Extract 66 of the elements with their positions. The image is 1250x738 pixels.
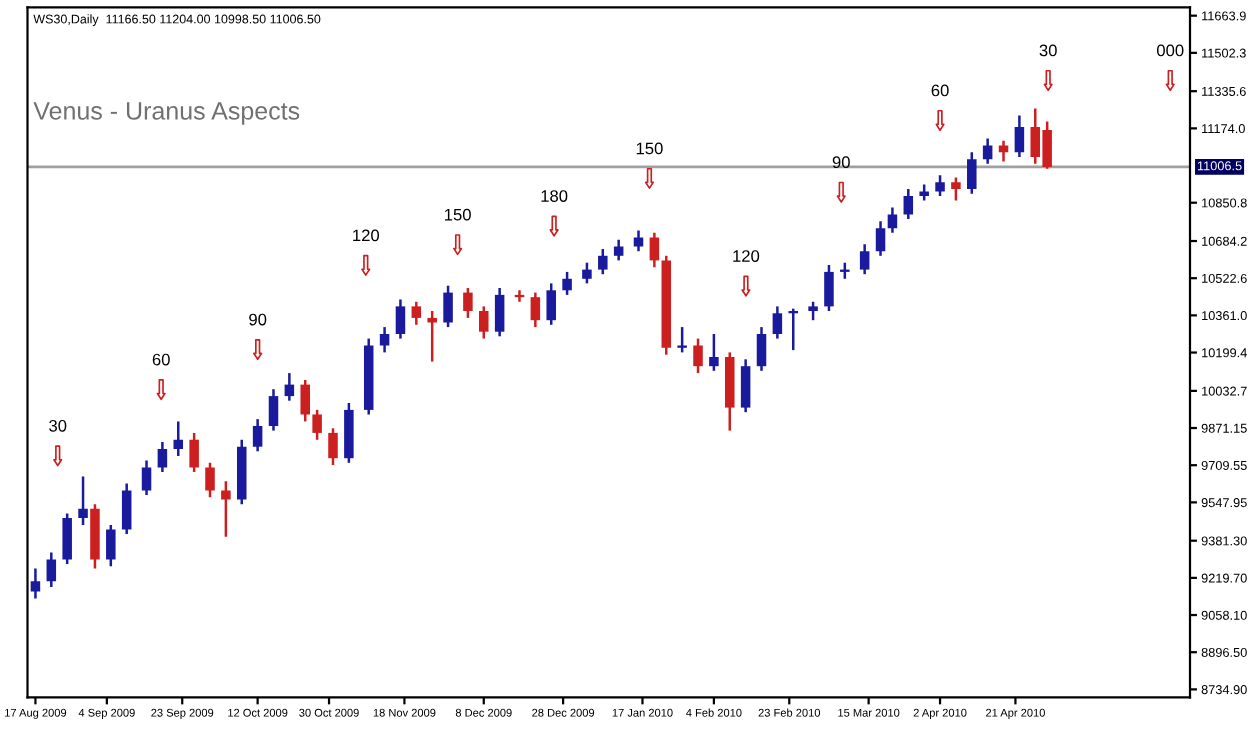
candlestick: [268, 387, 279, 432]
candlestick: [530, 291, 541, 329]
candlestick: [395, 298, 406, 340]
candlestick: [141, 459, 152, 497]
candlestick: [463, 286, 473, 320]
candlestick: [693, 337, 703, 375]
candlestick: [677, 325, 687, 354]
candlestick: [546, 282, 556, 327]
candlestick: [740, 358, 751, 414]
annotation: 60: [931, 84, 949, 97]
annotation: 120: [353, 229, 380, 242]
candlestick: [756, 325, 767, 373]
candlestick: [427, 309, 437, 363]
annotation: 60: [152, 353, 170, 366]
annotation: 150: [444, 208, 471, 221]
candlestick: [328, 427, 338, 467]
candlestick: [935, 174, 945, 198]
candlestick: [78, 475, 88, 527]
candlestick: [633, 229, 644, 253]
candlestick: [1014, 114, 1025, 159]
candlestick: [284, 371, 295, 402]
candlestick: [106, 523, 116, 568]
annotation: 000: [1156, 44, 1184, 57]
candlestick: [157, 440, 168, 474]
annotation: 150: [636, 142, 663, 155]
candlestick: [46, 551, 57, 589]
annotation: 120: [733, 250, 760, 262]
annotation: 30: [49, 419, 67, 432]
candlestick: [824, 263, 834, 313]
candlestick: [998, 139, 1009, 163]
candlestick: [205, 461, 215, 499]
candlestick: [121, 482, 132, 536]
candlestick: [808, 300, 818, 322]
candlestick: [30, 567, 41, 600]
candlestick: [494, 286, 505, 338]
candlestick: [859, 243, 870, 276]
candlestick: [562, 270, 572, 297]
candlestick: [788, 307, 798, 352]
candlestick: [379, 325, 390, 354]
candlestick: [982, 137, 993, 166]
candlestick: [875, 220, 886, 258]
candlestick: [613, 238, 624, 262]
candlestick: [479, 305, 489, 340]
annotation: 180: [541, 190, 568, 202]
candlestick: [582, 261, 592, 285]
candlestick: [189, 431, 199, 474]
annotation: 30: [1039, 44, 1057, 57]
candlestick: [173, 420, 184, 458]
candlestick: [649, 231, 660, 269]
annotation: 90: [832, 156, 850, 169]
candlestick: [598, 247, 608, 276]
candlestick: [252, 417, 263, 453]
candlestick: [951, 176, 961, 202]
text: Venus - Uranus Aspects: [33, 102, 300, 125]
candlestick: [443, 284, 453, 329]
candlestick: [62, 512, 72, 566]
candlestick: [221, 479, 231, 539]
candlestick: [709, 332, 719, 373]
candlestick: [903, 187, 914, 221]
candlestick: [772, 305, 783, 340]
candlestick: [312, 408, 322, 442]
candlestick: [411, 300, 422, 327]
annotation: 90: [249, 313, 267, 326]
candlestick: [967, 151, 977, 195]
candlestick: [300, 378, 310, 423]
candlestick: [887, 206, 898, 235]
